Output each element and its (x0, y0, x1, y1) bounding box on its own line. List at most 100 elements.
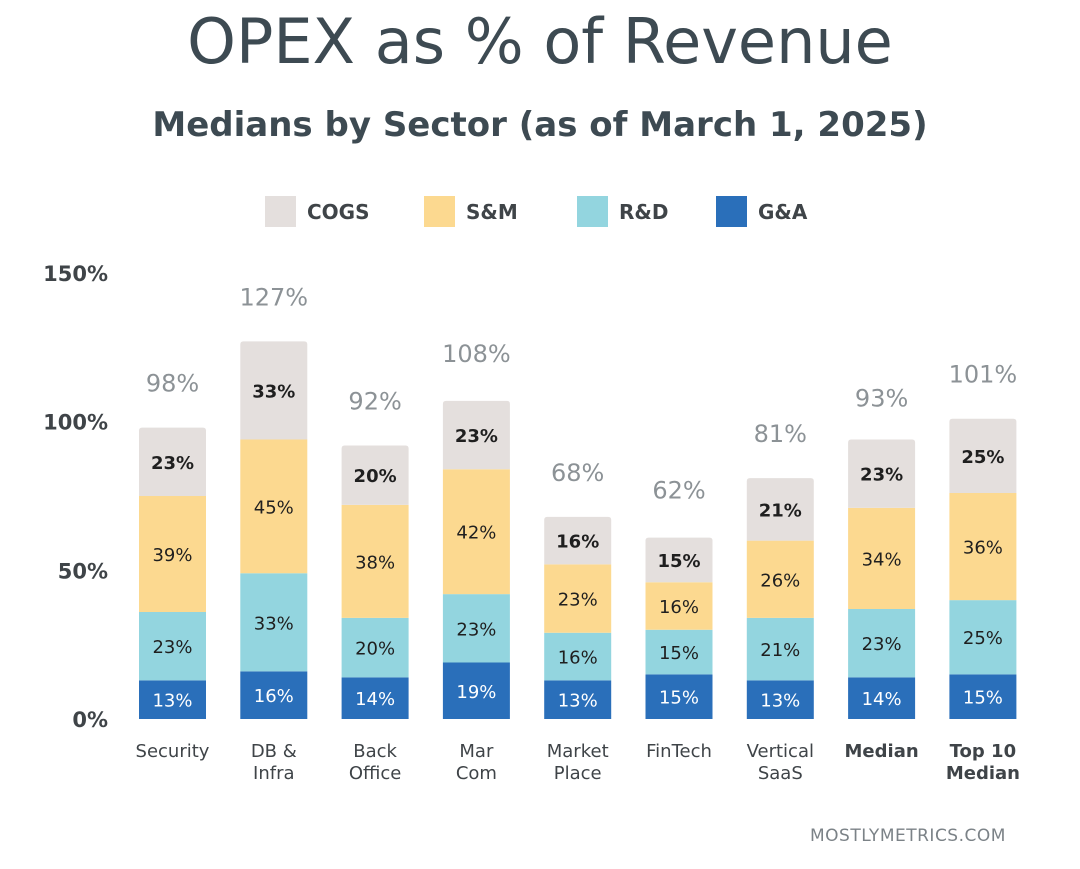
bar-value-label-sandm: 26% (760, 570, 800, 591)
bar-segment-randd (139, 611, 206, 681)
bar-value-label-sandm: 16% (659, 597, 699, 618)
x-tick-label-line: Place (554, 763, 602, 784)
x-tick-label-line: Security (136, 741, 210, 762)
bar-stack-db-and-infra: 16% 33% 45% 33% 127% (239, 283, 308, 719)
bar-segment-sandm (544, 564, 612, 633)
x-tick-label-market-place: Market Place (547, 741, 609, 784)
bar-segment-sandm (240, 439, 308, 574)
bar-segment-ganda (949, 674, 1017, 719)
bar-segment-randd (645, 629, 713, 675)
bar-value-label-sandm: 42% (456, 523, 496, 544)
bar-segment-ganda (544, 680, 612, 719)
chart-subtitle: Medians by Sector (as of March 1, 2025) (152, 105, 928, 145)
bar-stack-top-10-median: 15% 25% 36% 25% 101% (949, 361, 1018, 719)
chart-title: OPEX as % of Revenue (187, 5, 893, 78)
bar-segment-sandm (442, 469, 510, 595)
bar-total-label: 68% (551, 459, 604, 487)
x-tick-label-security: Security (136, 741, 210, 762)
x-tick-label-median: Median (845, 741, 919, 762)
x-tick-label-vertical-saas: Vertical SaaS (747, 741, 814, 784)
x-tick-label-line: Back (353, 741, 397, 762)
x-tick-label-line: Mar (459, 741, 494, 762)
x-tick-label-line: Office (349, 763, 402, 784)
bar-segment-cogs (139, 427, 206, 496)
bar-value-label-sandm: 39% (152, 545, 192, 566)
x-tick-label-db-and-infra: DB & Infra (251, 741, 297, 784)
bar-segment-sandm (746, 540, 814, 618)
bar-value-label-sandm: 38% (355, 552, 395, 573)
bar-value-label-ganda: 14% (355, 689, 395, 710)
bar-segment-randd (949, 600, 1017, 675)
x-tick-label-line: Com (456, 763, 497, 784)
bar-value-label-sandm: 23% (558, 590, 598, 611)
bar-segment-cogs (746, 478, 814, 541)
bar-segment-sandm (949, 493, 1017, 601)
bar-segment-sandm (645, 582, 713, 630)
legend-swatch-cogs (265, 196, 296, 227)
bar-value-label-ganda: 14% (862, 689, 902, 710)
bar-group: 13% 23% 39% 23% 98% 16% 33% 45% 33% 127% 14% 20% 38%… (139, 283, 1017, 719)
bar-value-label-cogs: 25% (961, 447, 1004, 468)
x-tick-label-fintech: FinTech (646, 741, 712, 762)
bar-segment-randd (240, 573, 308, 672)
bar-stack-median: 14% 23% 34% 23% 93% (848, 384, 916, 719)
bar-value-label-randd: 20% (355, 639, 395, 660)
bar-segment-randd (544, 632, 612, 681)
bar-value-label-ganda: 13% (760, 691, 800, 712)
bar-total-label: 62% (652, 477, 705, 505)
x-tick-label-line: Market (547, 741, 609, 762)
bar-segment-randd (746, 617, 814, 681)
bar-segment-cogs (645, 537, 713, 583)
bar-value-label-ganda: 13% (558, 691, 598, 712)
bar-total-label: 92% (348, 387, 401, 415)
bar-value-label-randd: 15% (659, 643, 699, 664)
bar-segment-ganda (746, 680, 814, 719)
bar-value-label-randd: 25% (963, 628, 1003, 649)
bar-value-label-cogs: 21% (759, 500, 802, 521)
legend-swatch-sandm (424, 196, 455, 227)
y-tick-label-100: 100% (43, 411, 108, 435)
bar-segment-ganda (645, 674, 713, 719)
bar-value-label-randd: 23% (152, 637, 192, 658)
x-tick-label-line: FinTech (646, 741, 712, 762)
bar-value-label-ganda: 13% (152, 691, 192, 712)
source-footer: MOSTLYMETRICS.COM (810, 826, 1006, 846)
bar-value-label-ganda: 16% (254, 686, 294, 707)
legend-label-ganda: G&A (758, 200, 808, 224)
bar-segment-cogs (949, 418, 1017, 494)
bar-segment-ganda (341, 677, 409, 719)
bar-total-label: 81% (754, 420, 807, 448)
bar-stack-back-office: 14% 20% 38% 20% 92% (341, 387, 409, 719)
bar-stack-fintech: 15% 15% 16% 15% 62% (645, 477, 713, 719)
bar-value-label-cogs: 15% (657, 551, 700, 572)
bar-value-label-ganda: 19% (456, 682, 496, 703)
y-tick-label-50: 50% (58, 559, 108, 583)
legend-swatch-randd (577, 196, 608, 227)
x-tick-label-line: SaaS (758, 763, 803, 784)
x-tick-label-line: Median (946, 763, 1020, 784)
bar-stack-mar-com: 19% 23% 42% 23% 108% (442, 340, 511, 719)
bar-value-label-randd: 23% (862, 634, 902, 655)
bar-total-label: 93% (855, 384, 908, 412)
bar-segment-sandm (139, 496, 206, 612)
x-tick-label-line: Infra (253, 763, 294, 784)
bar-value-label-randd: 33% (254, 613, 294, 634)
bar-segment-cogs (848, 439, 916, 508)
bar-segment-ganda (442, 662, 510, 719)
bar-segment-randd (341, 617, 409, 678)
x-tick-label-line: Vertical (747, 741, 814, 762)
bar-value-label-ganda: 15% (659, 688, 699, 709)
bar-value-label-cogs: 23% (151, 453, 194, 474)
bar-total-label: 101% (949, 361, 1018, 389)
bar-value-label-sandm: 36% (963, 538, 1003, 559)
bar-value-label-cogs: 23% (455, 426, 498, 447)
bar-segment-randd (848, 608, 916, 678)
bar-stack-security: 13% 23% 39% 23% 98% (139, 370, 206, 719)
x-tick-label-mar-com: Mar Com (456, 741, 497, 784)
bar-segment-ganda (139, 680, 206, 719)
bar-stack-market-place: 13% 16% 23% 16% 68% (544, 459, 612, 719)
x-tick-label-line: Median (845, 741, 919, 762)
x-axis: Security DB & Infra Back Office Mar Com Market P… (136, 741, 1020, 784)
bar-value-label-cogs: 20% (354, 466, 397, 487)
